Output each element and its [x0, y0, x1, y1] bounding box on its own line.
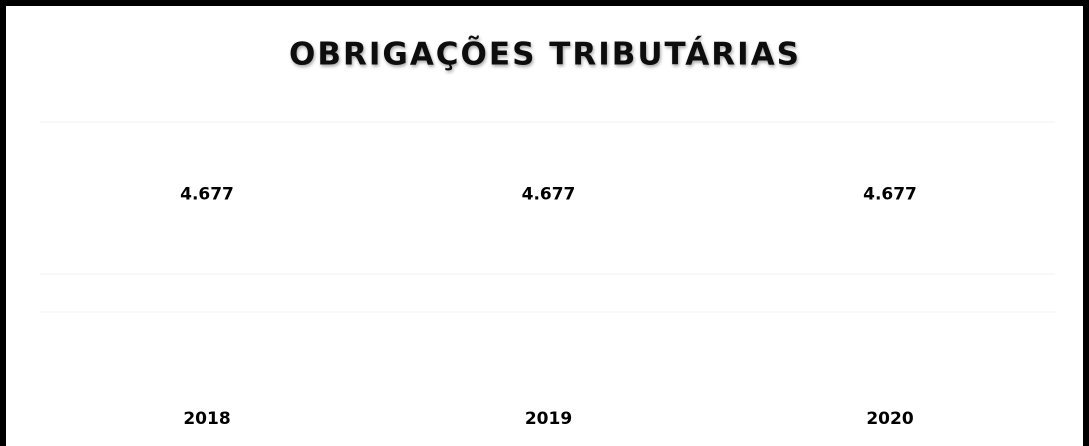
x-tick-label: 2020 — [866, 409, 913, 429]
data-label: 4.677 — [522, 184, 576, 204]
data-label: 4.677 — [180, 184, 234, 204]
x-tick-label: 2018 — [183, 409, 230, 429]
chart-title: OBRIGAÇÕES TRIBUTÁRIAS — [289, 36, 801, 73]
data-label: 4.677 — [863, 184, 917, 204]
x-tick-label: 2019 — [525, 409, 572, 429]
